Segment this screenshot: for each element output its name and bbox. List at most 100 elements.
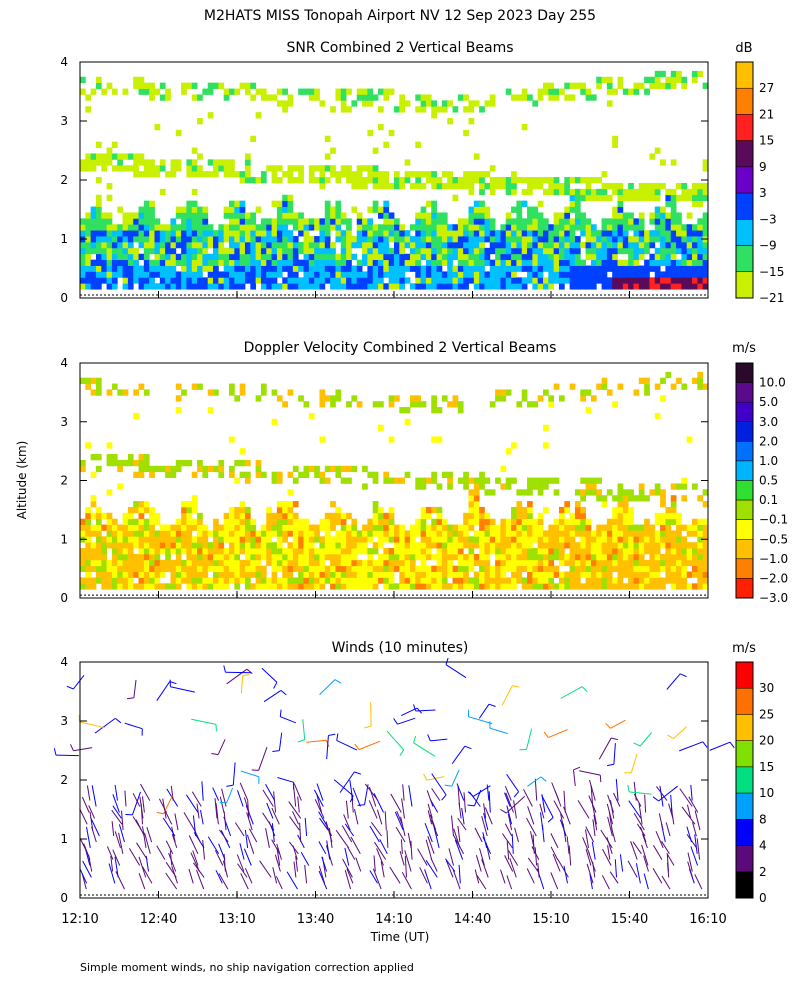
heatmap-cell xyxy=(436,253,443,261)
heatmap-cell xyxy=(170,224,177,231)
heatmap-cell xyxy=(202,536,209,543)
heatmap-cell xyxy=(159,283,166,290)
heatmap-cell xyxy=(362,577,368,584)
heatmap-cell xyxy=(122,542,129,549)
heatmap-cell xyxy=(133,565,139,572)
wind-barb-flag xyxy=(53,748,57,756)
heatmap-cell xyxy=(532,518,539,525)
heatmap-cell xyxy=(612,559,618,567)
heatmap-cell xyxy=(468,553,475,561)
heatmap-cell xyxy=(606,583,613,590)
heatmap-cell xyxy=(431,271,437,278)
wind-barb xyxy=(223,811,227,831)
heatmap-cell xyxy=(292,224,299,231)
heatmap-cell xyxy=(457,542,464,549)
heatmap-cell xyxy=(452,395,459,402)
heatmap-cell xyxy=(601,536,608,543)
heatmap-cell xyxy=(574,571,581,578)
heatmap-cell xyxy=(473,241,480,249)
heatmap-cell xyxy=(521,177,528,184)
heatmap-cell xyxy=(452,230,459,237)
heatmap-cell xyxy=(149,271,155,278)
heatmap-cell xyxy=(436,506,443,514)
heatmap-cell xyxy=(314,565,320,572)
heatmap-cell xyxy=(425,230,432,237)
heatmap-cell xyxy=(692,230,698,237)
heatmap-cell xyxy=(564,177,571,184)
heatmap-cell xyxy=(303,230,310,237)
heatmap-cell xyxy=(122,283,129,290)
heatmap-cell xyxy=(213,542,219,549)
heatmap-cell xyxy=(628,194,634,202)
heatmap-cell xyxy=(489,489,496,496)
colorbar-segment xyxy=(735,539,754,560)
heatmap-cell xyxy=(250,583,257,590)
heatmap-cell xyxy=(633,194,640,202)
heatmap-cell xyxy=(692,241,698,249)
wind-barb xyxy=(610,719,626,729)
heatmap-cell xyxy=(388,401,395,408)
heatmap-cell xyxy=(213,524,219,531)
wind-barb xyxy=(534,847,538,866)
heatmap-cell xyxy=(314,553,320,561)
heatmap-cell xyxy=(500,577,507,584)
wind-barb xyxy=(386,730,405,751)
heatmap-cell xyxy=(431,100,437,107)
heatmap-cell xyxy=(202,230,209,237)
heatmap-cell xyxy=(282,277,288,284)
heatmap-cell xyxy=(149,283,155,290)
heatmap-cell xyxy=(447,477,453,484)
heatmap-cell xyxy=(670,265,677,272)
heatmap-cell xyxy=(569,583,576,590)
heatmap-cell xyxy=(143,259,150,266)
wind-barb xyxy=(343,814,351,831)
heatmap-cell xyxy=(95,377,102,384)
heatmap-cell xyxy=(255,271,262,278)
heatmap-cell xyxy=(558,524,565,531)
heatmap-cell xyxy=(234,530,241,537)
heatmap-cell xyxy=(111,88,118,95)
heatmap-cell xyxy=(473,559,480,567)
heatmap-cell xyxy=(399,530,406,537)
wind-barb xyxy=(598,737,612,760)
heatmap-cell xyxy=(159,230,166,237)
heatmap-cell xyxy=(596,489,602,496)
heatmap-cell xyxy=(383,559,390,567)
wind-barb xyxy=(582,837,590,854)
heatmap-cell xyxy=(367,230,374,237)
heatmap-cell xyxy=(580,277,586,284)
heatmap-cell xyxy=(511,265,517,272)
heatmap-cell xyxy=(202,218,209,225)
heatmap-cell xyxy=(676,218,682,225)
heatmap-cell xyxy=(580,571,586,578)
colorbar-segment xyxy=(735,87,754,115)
heatmap-cell xyxy=(250,518,257,525)
heatmap-cell xyxy=(271,524,278,531)
heatmap-cell xyxy=(665,241,672,249)
heatmap-cell xyxy=(175,241,182,249)
heatmap-cell xyxy=(670,277,677,284)
heatmap-cell xyxy=(388,583,395,590)
heatmap-cell xyxy=(484,530,491,537)
wind-barb xyxy=(483,803,487,819)
heatmap-cell xyxy=(585,283,592,290)
heatmap-cell xyxy=(255,88,262,95)
heatmap-cell xyxy=(292,518,299,525)
heatmap-cell xyxy=(197,383,203,390)
heatmap-cell xyxy=(654,548,661,555)
heatmap-cell xyxy=(399,283,406,290)
heatmap-cell xyxy=(90,283,97,290)
heatmap-cell xyxy=(181,236,187,243)
heatmap-cell xyxy=(516,401,523,408)
heatmap-cell xyxy=(537,241,544,249)
heatmap-cell xyxy=(473,283,480,290)
heatmap-cell xyxy=(378,206,384,213)
heatmap-cell xyxy=(527,583,533,590)
heatmap-cell xyxy=(127,530,134,537)
heatmap-cell xyxy=(665,512,672,520)
heatmap-cell xyxy=(564,182,571,190)
wind-barb-flag xyxy=(156,811,164,815)
heatmap-cell xyxy=(505,577,512,584)
heatmap-cell xyxy=(601,559,608,567)
heatmap-cell xyxy=(500,571,507,578)
